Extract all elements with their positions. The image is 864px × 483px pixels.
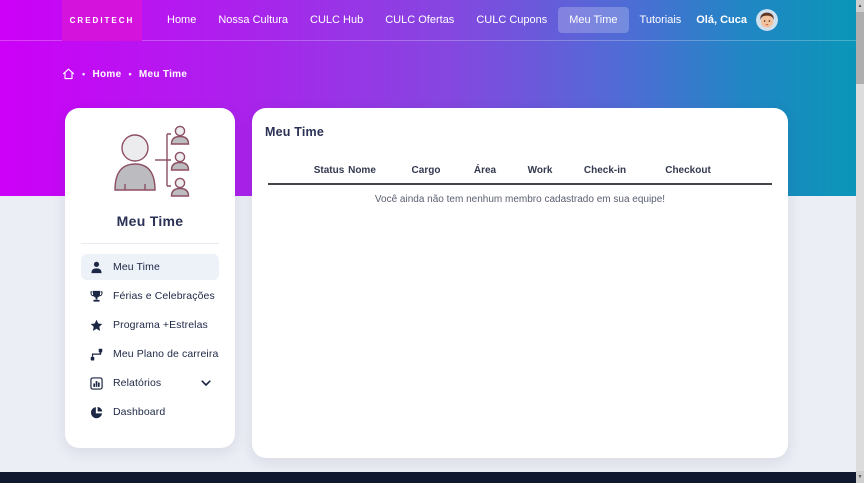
user-greeting: Olá, Cuca: [696, 14, 747, 26]
scrollbar-thumb[interactable]: [856, 12, 864, 84]
sidebar-item-label: Férias e Celebrações: [113, 290, 215, 302]
sidebar-item-label: Dashboard: [113, 406, 166, 418]
sidebar-item-meu-time[interactable]: Meu Time: [81, 254, 219, 280]
column-header-status: Status: [313, 165, 345, 176]
logo[interactable]: CREDITECH: [62, 0, 142, 41]
trophy-icon: [90, 290, 103, 303]
column-header-work: Work: [527, 165, 553, 176]
nav-item-home[interactable]: Home: [167, 14, 197, 26]
breadcrumb-separator: •: [82, 69, 86, 79]
team-org-illustration: [65, 108, 235, 202]
sidebar-item-plano-carreira[interactable]: Meu Plano de carreira: [81, 341, 219, 367]
top-navbar: CREDITECH Home Nossa Cultura CULC Hub CU…: [0, 0, 864, 41]
column-header-nome: Nome: [348, 165, 376, 176]
scrollbar-down-arrow[interactable]: ▼: [856, 471, 864, 483]
footer-bar: [0, 472, 856, 483]
sidebar-item-programa-estrelas[interactable]: Programa +Estrelas: [81, 312, 219, 338]
nav-item-culc-cupons[interactable]: CULC Cupons: [476, 14, 548, 26]
sidebar-item-label: Relatórios: [113, 377, 162, 389]
team-table: Status Nome Cargo Área Work Check-in Che…: [268, 163, 772, 205]
sidebar-item-ferias[interactable]: Férias e Celebrações: [81, 283, 219, 309]
sidebar-title: Meu Time: [116, 213, 184, 229]
home-icon[interactable]: [62, 68, 75, 80]
sidebar-divider: [81, 243, 219, 244]
column-header-checkin: Check-in: [583, 165, 627, 176]
breadcrumb-home[interactable]: Home: [92, 68, 122, 80]
main-card: Meu Time Status Nome Cargo Área Work Che…: [252, 108, 788, 458]
breadcrumb: • Home • Meu Time: [62, 68, 187, 80]
breadcrumb-separator: •: [128, 69, 132, 79]
chevron-down-icon[interactable]: [201, 379, 211, 387]
breadcrumb-current: Meu Time: [138, 68, 188, 80]
nav-item-culc-ofertas[interactable]: CULC Ofertas: [385, 14, 455, 26]
column-header-checkout: Checkout: [665, 165, 711, 176]
career-path-icon: [90, 348, 103, 361]
person-icon: [90, 261, 103, 274]
sidebar-item-label: Meu Time: [113, 261, 160, 273]
user-avatar[interactable]: [756, 9, 778, 31]
page-title: Meu Time: [265, 125, 325, 139]
nav-item-culc-hub[interactable]: CULC Hub: [310, 14, 364, 26]
empty-state-message: Você ainda não tem nenhum membro cadastr…: [374, 194, 666, 205]
pie-chart-icon: [90, 406, 103, 419]
bar-chart-icon: [90, 376, 103, 390]
sidebar-item-dashboard[interactable]: Dashboard: [81, 399, 219, 425]
user-area: Olá, Cuca: [696, 9, 778, 31]
scrollbar[interactable]: ▲ ▼: [856, 0, 864, 483]
logo-text: CREDITECH: [69, 15, 135, 25]
table-header-row: Status Nome Cargo Área Work Check-in Che…: [268, 163, 772, 183]
scrollbar-up-arrow[interactable]: ▲: [856, 0, 864, 12]
sidebar-item-relatorios[interactable]: Relatórios: [81, 370, 219, 396]
sidebar-card: Meu Time Meu Time Féria: [65, 108, 235, 448]
nav-item-tutoriais[interactable]: Tutoriais: [639, 14, 682, 26]
sidebar-menu: Meu Time Férias e Celebrações Progra: [65, 254, 235, 425]
table-header-divider: [268, 183, 772, 185]
sidebar-item-label: Programa +Estrelas: [113, 319, 208, 331]
column-header-area: Área: [473, 165, 497, 176]
main-nav: Home Nossa Cultura CULC Hub CULC Ofertas…: [156, 7, 692, 33]
nav-item-nossa-cultura[interactable]: Nossa Cultura: [218, 14, 289, 26]
nav-item-meu-time[interactable]: Meu Time: [558, 7, 629, 33]
column-header-cargo: Cargo: [411, 165, 441, 176]
star-icon: [90, 319, 103, 332]
sidebar-item-label: Meu Plano de carreira: [113, 348, 219, 360]
